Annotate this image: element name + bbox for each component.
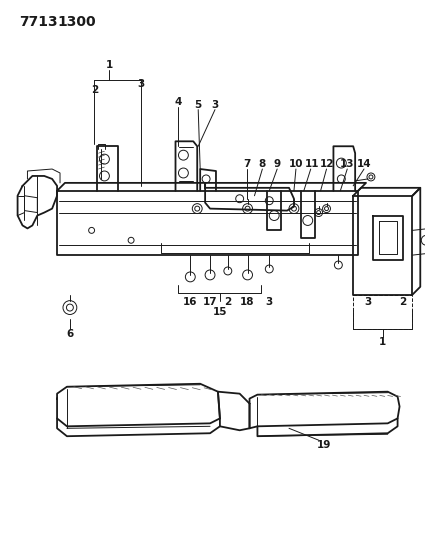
Text: 17: 17 xyxy=(203,297,217,306)
Text: 1300: 1300 xyxy=(57,14,96,29)
Text: 2: 2 xyxy=(91,85,98,95)
Text: 13: 13 xyxy=(340,159,354,169)
Text: 12: 12 xyxy=(320,159,335,169)
Text: 19: 19 xyxy=(316,440,331,450)
Text: 2: 2 xyxy=(399,297,406,306)
Text: 7: 7 xyxy=(243,159,250,169)
Text: 3: 3 xyxy=(211,100,219,110)
Text: 9: 9 xyxy=(273,159,281,169)
Text: 16: 16 xyxy=(183,297,198,306)
Text: 3: 3 xyxy=(137,79,145,89)
Text: 3: 3 xyxy=(266,297,273,306)
Text: 7713: 7713 xyxy=(20,14,58,29)
Text: 3: 3 xyxy=(364,297,372,306)
Text: 11: 11 xyxy=(304,159,319,169)
Text: 1: 1 xyxy=(379,337,386,347)
Text: 8: 8 xyxy=(259,159,266,169)
Text: 18: 18 xyxy=(240,297,255,306)
Text: 15: 15 xyxy=(213,306,227,317)
Text: 5: 5 xyxy=(195,100,202,110)
Text: 1: 1 xyxy=(106,60,113,70)
Text: 14: 14 xyxy=(357,159,372,169)
Text: 6: 6 xyxy=(66,329,74,340)
Text: 4: 4 xyxy=(175,96,182,107)
Text: 2: 2 xyxy=(224,297,232,306)
Text: 10: 10 xyxy=(288,159,303,169)
